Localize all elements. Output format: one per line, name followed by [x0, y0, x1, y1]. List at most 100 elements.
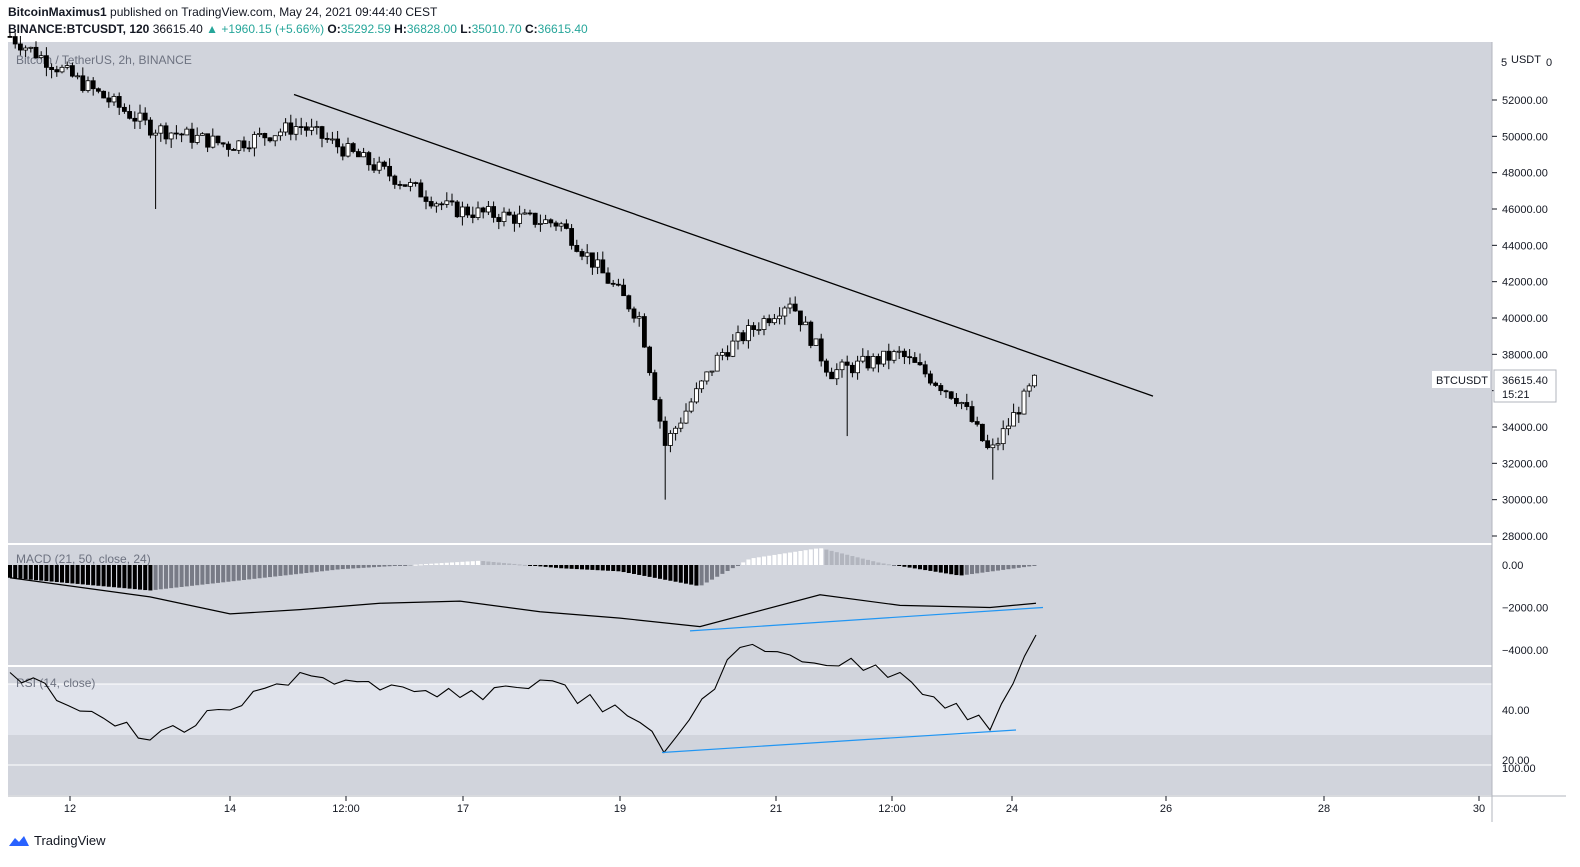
- candle-down: [850, 364, 855, 374]
- candle-down: [922, 364, 928, 375]
- macd-hist-bar: [387, 565, 392, 567]
- candle-down: [876, 356, 881, 365]
- macd-hist-bar: [481, 561, 486, 565]
- macd-divergence-line: [689, 606, 1044, 632]
- macd-hist-bar: [262, 565, 267, 578]
- time-tick-label: 14: [224, 803, 236, 815]
- candle-down: [173, 132, 179, 135]
- candle-down: [381, 161, 387, 167]
- price-axis-top-tick2: 0: [1546, 57, 1552, 69]
- candle-down: [80, 75, 86, 91]
- macd-hist-bar: [918, 565, 922, 570]
- candle-down: [122, 106, 127, 112]
- macd-hist-bar: [507, 563, 512, 565]
- candle-up: [28, 46, 34, 49]
- candle-up: [595, 259, 600, 268]
- low-label: L:: [460, 22, 472, 36]
- macd-hist-bar: [314, 565, 319, 572]
- candle-up: [761, 318, 767, 330]
- candle-down: [392, 175, 398, 185]
- macd-hist-bar: [528, 565, 532, 566]
- macd-hist-bar: [325, 565, 330, 571]
- candle-down: [657, 399, 663, 422]
- macd-hist-bar: [730, 565, 735, 569]
- macd-hist-bar: [647, 565, 652, 577]
- macd-hist-bar: [13, 565, 18, 579]
- rsi-band-label: 100.00: [1502, 763, 1536, 775]
- trendline-layer[interactable]: [293, 93, 1154, 397]
- footer-brand[interactable]: TradingView: [8, 833, 106, 848]
- price-tick-label: 42000.00: [1502, 277, 1548, 289]
- macd-hist-bar: [892, 565, 896, 566]
- macd-hist-bar: [372, 565, 376, 568]
- candle-down: [298, 126, 304, 128]
- macd-hist-bar: [434, 563, 439, 565]
- macd-hist-bar: [886, 564, 891, 566]
- candle-down: [844, 361, 850, 366]
- candle-up: [251, 134, 257, 149]
- macd-hist-bar: [1022, 565, 1026, 568]
- candle-down: [449, 200, 455, 203]
- candle-down: [969, 406, 975, 422]
- candle-up: [782, 307, 788, 317]
- macd-hist-bar: [356, 565, 361, 569]
- macd-hist-bar: [496, 562, 501, 565]
- rsi-tick-label: 40.00: [1502, 705, 1530, 717]
- candle-up: [210, 135, 216, 148]
- candle-down: [980, 423, 985, 442]
- price-tick-label: 28000.00: [1502, 531, 1548, 543]
- candle-down: [439, 203, 445, 206]
- macd-hist-bar: [39, 565, 44, 581]
- macd-hist-bar: [70, 565, 75, 584]
- macd-hist-bar: [959, 565, 964, 576]
- macd-hist-bar: [75, 565, 80, 584]
- candle-up: [720, 352, 725, 356]
- price-tag-name: BTCUSDT: [1436, 375, 1488, 387]
- candle-down: [220, 142, 226, 145]
- macd-hist-bar: [398, 565, 402, 566]
- macd-hist-bar: [242, 565, 246, 580]
- macd-hist-bar: [273, 565, 278, 577]
- macd-hist-bar: [309, 565, 314, 573]
- candle-down: [818, 338, 824, 362]
- candle-up: [959, 402, 964, 405]
- candle-up: [433, 203, 439, 207]
- descending-trendline: [293, 93, 1154, 397]
- macd-hist-bar: [626, 565, 631, 574]
- macd-hist-bar: [252, 565, 257, 579]
- candlestick-series[interactable]: [7, 31, 1037, 500]
- candle-up: [75, 75, 80, 78]
- candle-down: [127, 111, 132, 119]
- rsi-line-layer: [9, 634, 1037, 754]
- candle-down: [96, 88, 101, 92]
- macd-hist-bar: [164, 565, 168, 589]
- candle-down: [402, 184, 408, 187]
- macd-hist-bar: [543, 565, 548, 567]
- macd-hist-bar: [632, 565, 636, 574]
- candle-up: [272, 135, 278, 142]
- macd-hist-bar: [200, 565, 205, 585]
- high-value: 36828.00: [406, 22, 457, 36]
- author-name[interactable]: BitcoinMaximus1: [8, 5, 107, 19]
- candle-down: [553, 222, 559, 227]
- macd-hist-bar: [616, 565, 621, 572]
- low-value: 35010.70: [471, 22, 522, 36]
- candle-down: [974, 421, 980, 425]
- macd-hist-bar: [294, 565, 298, 575]
- candle-down: [7, 36, 13, 38]
- candle-up: [772, 318, 777, 324]
- macd-hist-bar: [954, 565, 959, 576]
- macd-hist-bar: [902, 565, 907, 567]
- candle-down: [512, 214, 517, 224]
- macd-hist-bar: [429, 563, 434, 565]
- macd-hist-bar: [876, 562, 881, 565]
- close-label: C:: [524, 22, 538, 36]
- main-pane-bg[interactable]: [8, 42, 1492, 543]
- candle-up: [688, 401, 694, 412]
- time-tick-label: 21: [770, 803, 782, 815]
- macd-hist-bar: [49, 565, 54, 582]
- candle-down: [605, 272, 611, 284]
- macd-hist-bar: [179, 565, 184, 587]
- candle-up: [475, 207, 481, 218]
